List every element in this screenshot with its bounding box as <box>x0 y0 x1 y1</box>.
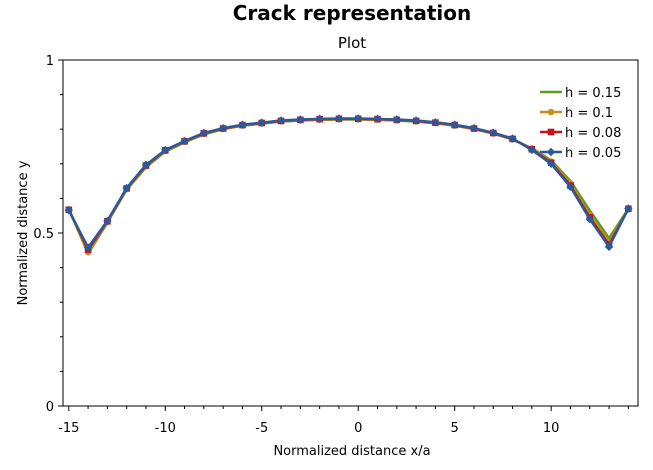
data-point <box>276 116 286 125</box>
x-tick-label: 5 <box>451 421 459 436</box>
data-point <box>585 214 594 224</box>
series-line <box>67 118 630 256</box>
data-point <box>180 136 189 146</box>
legend-marker <box>546 147 556 157</box>
series-3 <box>64 114 633 252</box>
x-tick-label: 0 <box>354 421 362 436</box>
x-tick-label: 10 <box>543 421 560 436</box>
data-point <box>624 204 633 213</box>
legend-marker <box>547 128 555 136</box>
chart-subtitle: Plot <box>338 34 366 52</box>
series-1 <box>65 115 632 256</box>
data-point <box>141 160 151 170</box>
data-point <box>296 115 305 124</box>
data-point <box>218 123 228 133</box>
legend-label: h = 0.15 <box>565 86 621 101</box>
data-point <box>161 145 170 155</box>
series-line <box>67 117 630 251</box>
x-axis-label: Normalized distance x/a <box>273 444 430 459</box>
series-0 <box>67 118 630 256</box>
data-point <box>392 115 402 124</box>
data-point <box>566 182 575 192</box>
data-point <box>508 134 517 143</box>
legend-item: h = 0.1 <box>540 106 613 121</box>
x-axis: -15 -10 -5 0 5 10 <box>58 406 629 436</box>
data-point <box>469 123 479 133</box>
y-axis: 00.51 <box>33 54 63 415</box>
legend-item: h = 0.08 <box>540 126 621 141</box>
x-tick-label: -5 <box>255 421 268 436</box>
y-tick-label: 0.5 <box>33 227 54 242</box>
data-point <box>103 216 112 226</box>
y-axis-label: Normalized distance y <box>16 160 31 305</box>
legend-label: h = 0.05 <box>565 146 621 161</box>
data-point <box>315 114 324 124</box>
series-line <box>67 117 630 254</box>
data-point <box>546 159 556 168</box>
data-point <box>489 128 498 137</box>
x-tick-label: -15 <box>58 421 79 436</box>
y-tick-label: 0 <box>46 400 54 415</box>
legend-label: h = 0.08 <box>565 126 621 141</box>
data-point <box>411 116 421 125</box>
legend-marker <box>547 108 555 116</box>
series-2 <box>65 115 632 253</box>
legend-label: h = 0.1 <box>565 106 613 121</box>
legend-item: h = 0.05 <box>540 146 621 161</box>
data-point <box>604 242 614 252</box>
data-point <box>450 120 459 129</box>
chart-title: Crack representation <box>233 1 472 25</box>
y-tick-label: 1 <box>46 54 54 69</box>
data-point <box>199 128 209 138</box>
data-point <box>354 114 363 123</box>
data-point <box>122 183 131 193</box>
data-point <box>83 243 93 252</box>
data-point <box>64 205 73 215</box>
legend-item: h = 0.15 <box>540 86 621 101</box>
data-point <box>257 118 266 127</box>
series-line <box>67 117 630 249</box>
data-point <box>431 118 440 127</box>
legend: h = 0.15 h = 0.1 h = 0.08 h = 0.05 <box>540 86 621 161</box>
series-layer <box>64 114 633 256</box>
data-point <box>238 120 247 129</box>
data-point <box>527 145 537 155</box>
x-tick-label: -10 <box>155 421 176 436</box>
data-point <box>334 114 344 123</box>
data-point <box>373 114 382 124</box>
